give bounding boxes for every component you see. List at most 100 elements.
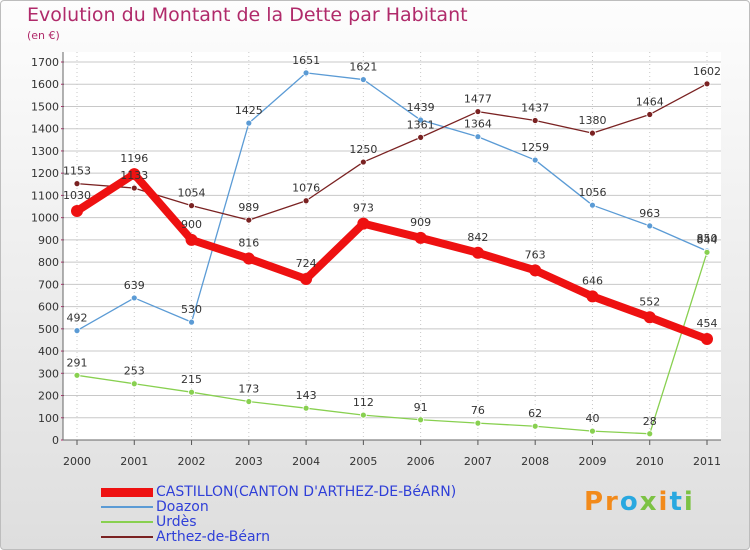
data-label: 1437 [521, 101, 549, 114]
data-label: 973 [353, 202, 374, 215]
y-tick-label: 0 [52, 434, 59, 447]
y-tick-label: 700 [38, 278, 59, 291]
data-label: 1602 [693, 65, 721, 78]
data-label: 91 [414, 401, 428, 414]
x-tick-label: 2008 [521, 455, 549, 468]
y-tick-label: 300 [38, 367, 59, 380]
data-label: 492 [67, 312, 88, 325]
data-point-arthez-de-b-arn [646, 111, 654, 118]
data-point-arthez-de-b-arn [531, 117, 539, 124]
data-point-urd-s [245, 398, 253, 405]
series-line-arthez-de-b-arn [76, 83, 708, 221]
data-label: 909 [410, 216, 431, 229]
data-label: 454 [697, 317, 718, 330]
y-tick-label: 1200 [31, 167, 59, 180]
data-point-arthez-de-b-arn [417, 133, 425, 141]
data-label: 1153 [63, 165, 91, 178]
data-label: 28 [643, 415, 657, 428]
data-point-arthez-de-b-arn [73, 180, 81, 188]
data-label: 850 [697, 232, 718, 245]
y-tick-label: 1300 [31, 145, 59, 158]
y-tick-label: 1600 [31, 78, 59, 91]
x-tick-label: 2007 [464, 455, 492, 468]
data-label: 1030 [63, 189, 91, 202]
x-tick-label: 2010 [636, 455, 664, 468]
y-tick-label: 1700 [31, 56, 59, 69]
data-label: 646 [582, 274, 603, 287]
chart-title: Evolution du Montant de la Dette par Hab… [27, 4, 468, 26]
y-tick-label: 800 [38, 256, 59, 269]
x-tick-label: 2002 [178, 455, 206, 468]
data-point-doazon [417, 116, 425, 124]
data-point-doazon [302, 69, 310, 77]
data-label: 143 [296, 389, 317, 402]
data-point-castillon-canton-d-arthez-de-b-arn [529, 264, 542, 277]
data-point-castillon-canton-d-arthez-de-b-arn [414, 231, 427, 244]
legend-swatch [101, 521, 153, 523]
data-point-doazon [359, 76, 367, 83]
data-label: 1464 [636, 95, 664, 108]
x-tick-label: 2006 [407, 455, 435, 468]
data-point-urd-s [417, 416, 425, 424]
data-label: 963 [639, 207, 660, 220]
data-label: 724 [296, 257, 317, 270]
data-label: 842 [467, 231, 488, 244]
data-label: 253 [124, 365, 145, 378]
x-tick-label: 2011 [693, 455, 721, 468]
data-label: 40 [585, 412, 599, 425]
data-point-castillon-canton-d-arthez-de-b-arn [471, 246, 484, 259]
data-point-arthez-de-b-arn [302, 197, 310, 205]
data-label: 1054 [178, 187, 206, 200]
data-point-urd-s [474, 419, 482, 427]
series-line-doazon [76, 72, 708, 332]
data-point-doazon [130, 294, 138, 302]
data-label: 1076 [292, 182, 320, 195]
data-label: 62 [528, 407, 542, 420]
data-point-castillon-canton-d-arthez-de-b-arn [357, 217, 370, 230]
data-point-doazon [188, 318, 195, 326]
data-point-arthez-de-b-arn [474, 108, 482, 115]
data-point-arthez-de-b-arn [130, 184, 138, 192]
data-label: 844 [697, 233, 718, 246]
y-tick-label: 500 [38, 323, 59, 336]
data-point-doazon [646, 222, 654, 230]
data-point-castillon-canton-d-arthez-de-b-arn [701, 333, 713, 346]
data-point-arthez-de-b-arn [359, 158, 367, 166]
data-label: 1439 [407, 101, 435, 114]
legend-swatch [101, 488, 153, 497]
series-line-castillon-canton-d-arthez-de-b-arn [73, 170, 711, 344]
data-label: 1621 [349, 61, 377, 74]
data-label: 530 [181, 303, 202, 316]
proxiti-logo: Proxiti [584, 487, 695, 517]
legend-label: Urdès [156, 514, 197, 530]
x-tick-label: 2000 [63, 455, 91, 468]
legend-label: Arthez-de-Béarn [156, 529, 270, 545]
data-label: 639 [124, 279, 145, 292]
data-label: 173 [238, 383, 259, 396]
data-point-urd-s [703, 248, 711, 256]
data-label: 552 [639, 295, 660, 308]
data-point-doazon [245, 119, 253, 127]
data-label: 1056 [578, 186, 606, 199]
y-tick-label: 1500 [31, 100, 59, 113]
data-point-urd-s [646, 430, 654, 438]
data-point-urd-s [188, 388, 195, 396]
data-point-castillon-canton-d-arthez-de-b-arn [242, 252, 255, 265]
data-point-castillon-canton-d-arthez-de-b-arn [185, 233, 198, 246]
data-label: 1380 [578, 114, 606, 127]
data-label: 1361 [407, 118, 435, 131]
legend-label: CASTILLON(CANTON D'ARTHEZ-DE-BéARN) [156, 484, 457, 500]
data-point-urd-s [531, 422, 539, 430]
legend-swatch [101, 506, 153, 508]
x-tick-label: 2009 [578, 455, 606, 468]
data-label: 900 [181, 218, 202, 231]
data-point-castillon-canton-d-arthez-de-b-arn [71, 204, 83, 217]
data-point-castillon-canton-d-arthez-de-b-arn [586, 290, 599, 303]
data-point-doazon [531, 156, 539, 164]
data-point-castillon-canton-d-arthez-de-b-arn [643, 311, 656, 324]
y-tick-label: 1000 [31, 212, 59, 225]
data-point-castillon-canton-d-arthez-de-b-arn [128, 168, 141, 181]
data-point-urd-s [73, 371, 81, 379]
y-tick-label: 1100 [31, 189, 59, 202]
